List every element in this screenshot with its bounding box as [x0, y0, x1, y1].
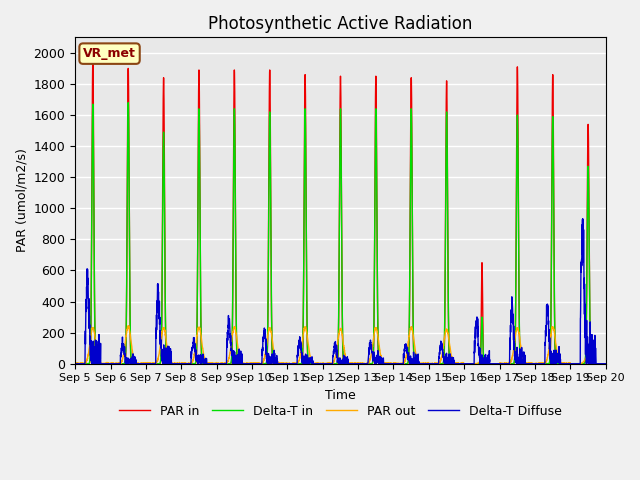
Delta-T in [167, 361, 175, 367]
Delta-T in [321, 361, 328, 367]
PAR out [460, 361, 467, 367]
PAR in [71, 361, 79, 367]
PAR in [602, 361, 609, 367]
PAR out [601, 361, 609, 367]
PAR out [124, 323, 132, 329]
Delta-T Diffuse [430, 361, 438, 367]
PAR out [71, 361, 79, 367]
Y-axis label: PAR (umol/m2/s): PAR (umol/m2/s) [15, 149, 28, 252]
Delta-T in [602, 361, 609, 367]
Delta-T Diffuse [602, 361, 609, 367]
PAR in [89, 58, 97, 63]
Delta-T Diffuse [166, 346, 174, 351]
PAR in [321, 361, 328, 367]
PAR in [460, 361, 467, 367]
PAR out [321, 360, 328, 366]
PAR out [167, 359, 175, 365]
Text: VR_met: VR_met [83, 47, 136, 60]
Line: Delta-T in: Delta-T in [75, 103, 605, 364]
PAR out [490, 361, 497, 367]
Title: Photosynthetic Active Radiation: Photosynthetic Active Radiation [208, 15, 472, 33]
Delta-T in [430, 361, 438, 367]
Line: PAR in: PAR in [75, 60, 605, 364]
Delta-T Diffuse [321, 361, 328, 367]
Line: PAR out: PAR out [75, 326, 605, 364]
PAR in [430, 361, 438, 367]
Delta-T in [71, 361, 79, 367]
Delta-T in [490, 361, 497, 367]
Delta-T in [124, 100, 132, 106]
PAR in [601, 361, 609, 367]
Legend: PAR in, Delta-T in, PAR out, Delta-T Diffuse: PAR in, Delta-T in, PAR out, Delta-T Dif… [114, 400, 567, 423]
PAR out [602, 361, 609, 367]
PAR in [490, 361, 497, 367]
X-axis label: Time: Time [325, 389, 356, 402]
Delta-T Diffuse [460, 361, 467, 367]
Delta-T Diffuse [579, 216, 586, 222]
Delta-T in [601, 361, 609, 367]
PAR in [167, 361, 175, 367]
PAR out [430, 360, 438, 366]
Delta-T Diffuse [71, 361, 79, 367]
Delta-T in [460, 361, 467, 367]
Delta-T Diffuse [490, 361, 497, 367]
Delta-T Diffuse [601, 361, 609, 367]
Line: Delta-T Diffuse: Delta-T Diffuse [75, 219, 605, 364]
